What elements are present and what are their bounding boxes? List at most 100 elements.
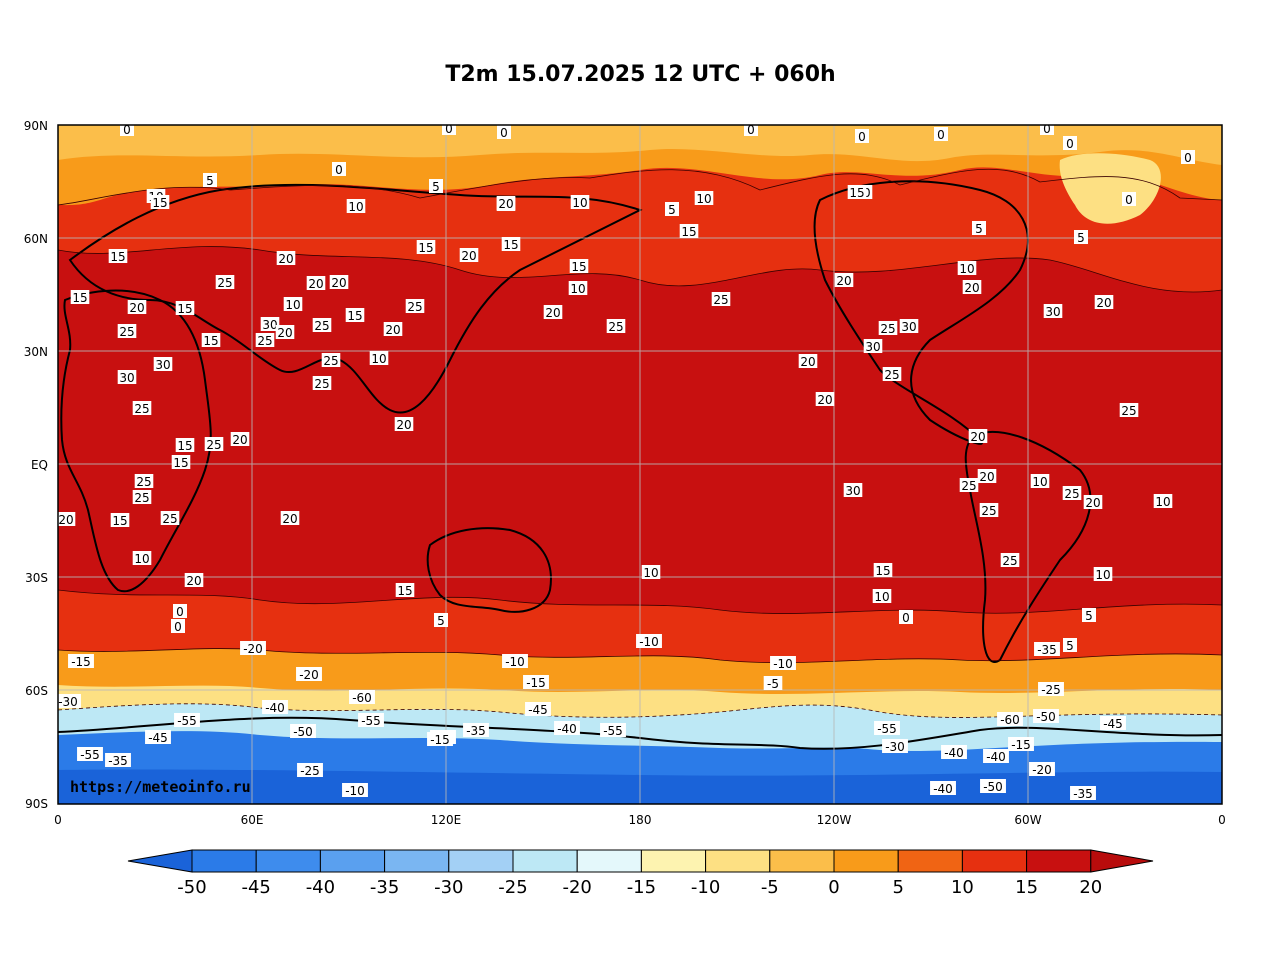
- contour-label: 5: [1074, 230, 1088, 245]
- svg-text:25: 25: [314, 319, 329, 333]
- contour-label: 20: [127, 300, 147, 315]
- svg-text:-45: -45: [528, 703, 548, 717]
- contour-label: 20: [968, 429, 988, 444]
- lat-label: 90S: [25, 797, 48, 811]
- svg-text:-20: -20: [299, 668, 319, 682]
- svg-text:-55: -55: [877, 722, 897, 736]
- svg-text:20: 20: [800, 355, 815, 369]
- svg-text:5: 5: [668, 203, 676, 217]
- svg-text:25: 25: [713, 293, 728, 307]
- contour-label: -55: [77, 747, 103, 762]
- map-frame: [57, 124, 1223, 805]
- colorbar-segment: [640, 849, 707, 873]
- contour-label: 30: [863, 339, 883, 354]
- svg-text:25: 25: [1121, 404, 1136, 418]
- colorbar-segment: [512, 849, 578, 873]
- contour-label: -40: [262, 700, 288, 715]
- contour-label: -40: [930, 781, 956, 796]
- lat-label: 60S: [25, 684, 48, 698]
- contour-label: 15: [70, 290, 90, 305]
- svg-text:20: 20: [498, 197, 513, 211]
- contour-label: 25: [711, 292, 731, 307]
- contour-label: 10: [957, 261, 977, 276]
- contour-label: 10: [1153, 494, 1173, 509]
- colorbar-max-arrow: [1090, 849, 1154, 873]
- svg-text:-20: -20: [1032, 763, 1052, 777]
- contour-label: 25: [979, 503, 999, 518]
- contour-label: 25: [117, 324, 137, 339]
- svg-text:25: 25: [608, 320, 623, 334]
- contour-label: 25: [321, 353, 341, 368]
- colorbar-segment: [448, 849, 514, 873]
- contour-label: 15: [110, 513, 130, 528]
- contour-label: 20: [543, 305, 563, 320]
- svg-text:15: 15: [177, 302, 192, 316]
- contour-label: -10: [502, 654, 528, 669]
- contour-label: 25: [132, 401, 152, 416]
- contour-label: 20: [1083, 495, 1103, 510]
- svg-text:0: 0: [445, 122, 453, 136]
- contour-label: -35: [1070, 786, 1096, 801]
- colorbar-segment: [576, 849, 642, 873]
- svg-text:5: 5: [1085, 609, 1093, 623]
- contour-label: 5: [1063, 638, 1077, 653]
- svg-text:-30: -30: [885, 740, 905, 754]
- svg-text:25: 25: [119, 325, 134, 339]
- contour-label: 0: [332, 162, 346, 177]
- contour-label: -50: [980, 779, 1006, 794]
- contour-label: -45: [145, 730, 171, 745]
- svg-text:10: 10: [572, 196, 587, 210]
- colorbar-segment: [191, 849, 257, 873]
- svg-text:25: 25: [981, 504, 996, 518]
- svg-text:25: 25: [884, 368, 899, 382]
- contour-label: -25: [1038, 682, 1064, 697]
- svg-text:15: 15: [503, 238, 518, 252]
- svg-text:10: 10: [348, 200, 363, 214]
- svg-text:25: 25: [1002, 554, 1017, 568]
- lon-label: 120W: [817, 813, 852, 827]
- svg-text:20: 20: [186, 574, 201, 588]
- svg-text:5: 5: [975, 222, 983, 236]
- svg-text:-45: -45: [148, 731, 168, 745]
- contour-label: 10: [570, 195, 590, 210]
- svg-text:25: 25: [134, 491, 149, 505]
- svg-text:25: 25: [1064, 487, 1079, 501]
- svg-text:30: 30: [901, 320, 916, 334]
- colorbar-min-arrow: [127, 849, 193, 873]
- contour-label: 0: [120, 125, 134, 137]
- contour-label: 30: [899, 319, 919, 334]
- colorbar-tick-label: 15: [1015, 877, 1038, 898]
- svg-text:15: 15: [112, 514, 127, 528]
- svg-text:-10: -10: [773, 657, 793, 671]
- contour-label: 20: [230, 432, 250, 447]
- svg-text:-50: -50: [1036, 710, 1056, 724]
- contour-label: -5: [763, 676, 783, 691]
- svg-text:-20: -20: [243, 642, 263, 656]
- contour-label: 15: [175, 301, 195, 316]
- contour-label: 20: [394, 417, 414, 432]
- svg-text:20: 20: [331, 276, 346, 290]
- contour-label: 5: [1082, 608, 1096, 623]
- svg-text:-60: -60: [1000, 713, 1020, 727]
- contour-label: 25: [312, 376, 332, 391]
- contour-label: 10: [369, 351, 389, 366]
- colorbar-tick-label: -35: [370, 877, 399, 898]
- svg-text:20: 20: [277, 326, 292, 340]
- contour-label: 15: [171, 455, 191, 470]
- svg-text:20: 20: [964, 281, 979, 295]
- svg-text:20: 20: [396, 418, 411, 432]
- contour-label: 15: [175, 438, 195, 453]
- svg-text:15: 15: [203, 334, 218, 348]
- svg-text:5: 5: [1077, 231, 1085, 245]
- contour-label: 20: [798, 354, 818, 369]
- svg-text:-15: -15: [1011, 738, 1031, 752]
- svg-text:15: 15: [177, 439, 192, 453]
- svg-text:-45: -45: [1103, 717, 1123, 731]
- contour-label: 10: [1030, 474, 1050, 489]
- svg-text:0: 0: [1066, 137, 1074, 151]
- contour-label: 25: [215, 275, 235, 290]
- svg-text:20: 20: [129, 301, 144, 315]
- contour-label: 0: [171, 619, 185, 634]
- contour-label: 15: [847, 185, 867, 200]
- contour-label: 10: [283, 297, 303, 312]
